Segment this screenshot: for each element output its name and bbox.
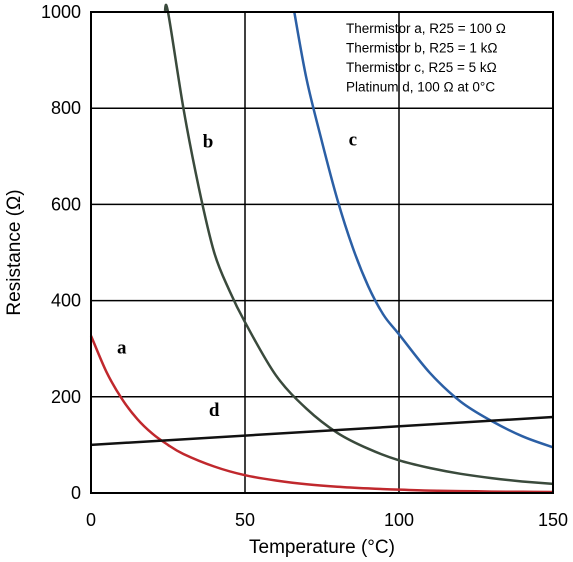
y-tick-label: 400: [51, 291, 81, 311]
plot-frame: [90, 11, 554, 494]
y-axis-label: Resistance (Ω): [4, 189, 25, 315]
y-tick-label: 200: [51, 387, 81, 407]
x-tick-label: 50: [235, 510, 255, 530]
series-line-b: [163, 3, 554, 486]
legend: Thermistor a, R25 = 100 Ω Thermistor b, R…: [346, 21, 506, 95]
y-tick-label: 600: [51, 194, 81, 214]
series-line-a: [89, 335, 554, 494]
curve-label-b: b: [203, 132, 214, 153]
series-line-c: [293, 11, 554, 449]
legend-entry: Thermistor c, R25 = 5 kΩ: [346, 60, 497, 75]
x-axis-label: Temperature (°C): [249, 537, 395, 558]
curve-labels: a b c d: [117, 130, 357, 421]
curve-label-a: a: [117, 338, 127, 359]
legend-entry: Thermistor b, R25 = 1 kΩ: [346, 41, 498, 56]
x-tick-labels: 0 50 100 150: [86, 510, 568, 530]
x-tick-label: 0: [86, 510, 96, 530]
legend-entry: Thermistor a, R25 = 100 Ω: [346, 21, 506, 36]
x-tick-label: 150: [538, 510, 568, 530]
y-tick-label: 0: [71, 483, 81, 503]
y-tick-labels: 0 200 400 600 800 1000: [41, 2, 81, 503]
legend-entry: Platinum d, 100 Ω at 0°C: [346, 80, 495, 95]
series-group: [89, 3, 554, 494]
y-tick-label: 800: [51, 98, 81, 118]
series-line-d: [90, 415, 554, 447]
curve-label-d: d: [209, 400, 220, 421]
y-tick-label: 1000: [41, 2, 81, 22]
x-tick-label: 100: [384, 510, 414, 530]
curve-label-c: c: [349, 130, 357, 151]
